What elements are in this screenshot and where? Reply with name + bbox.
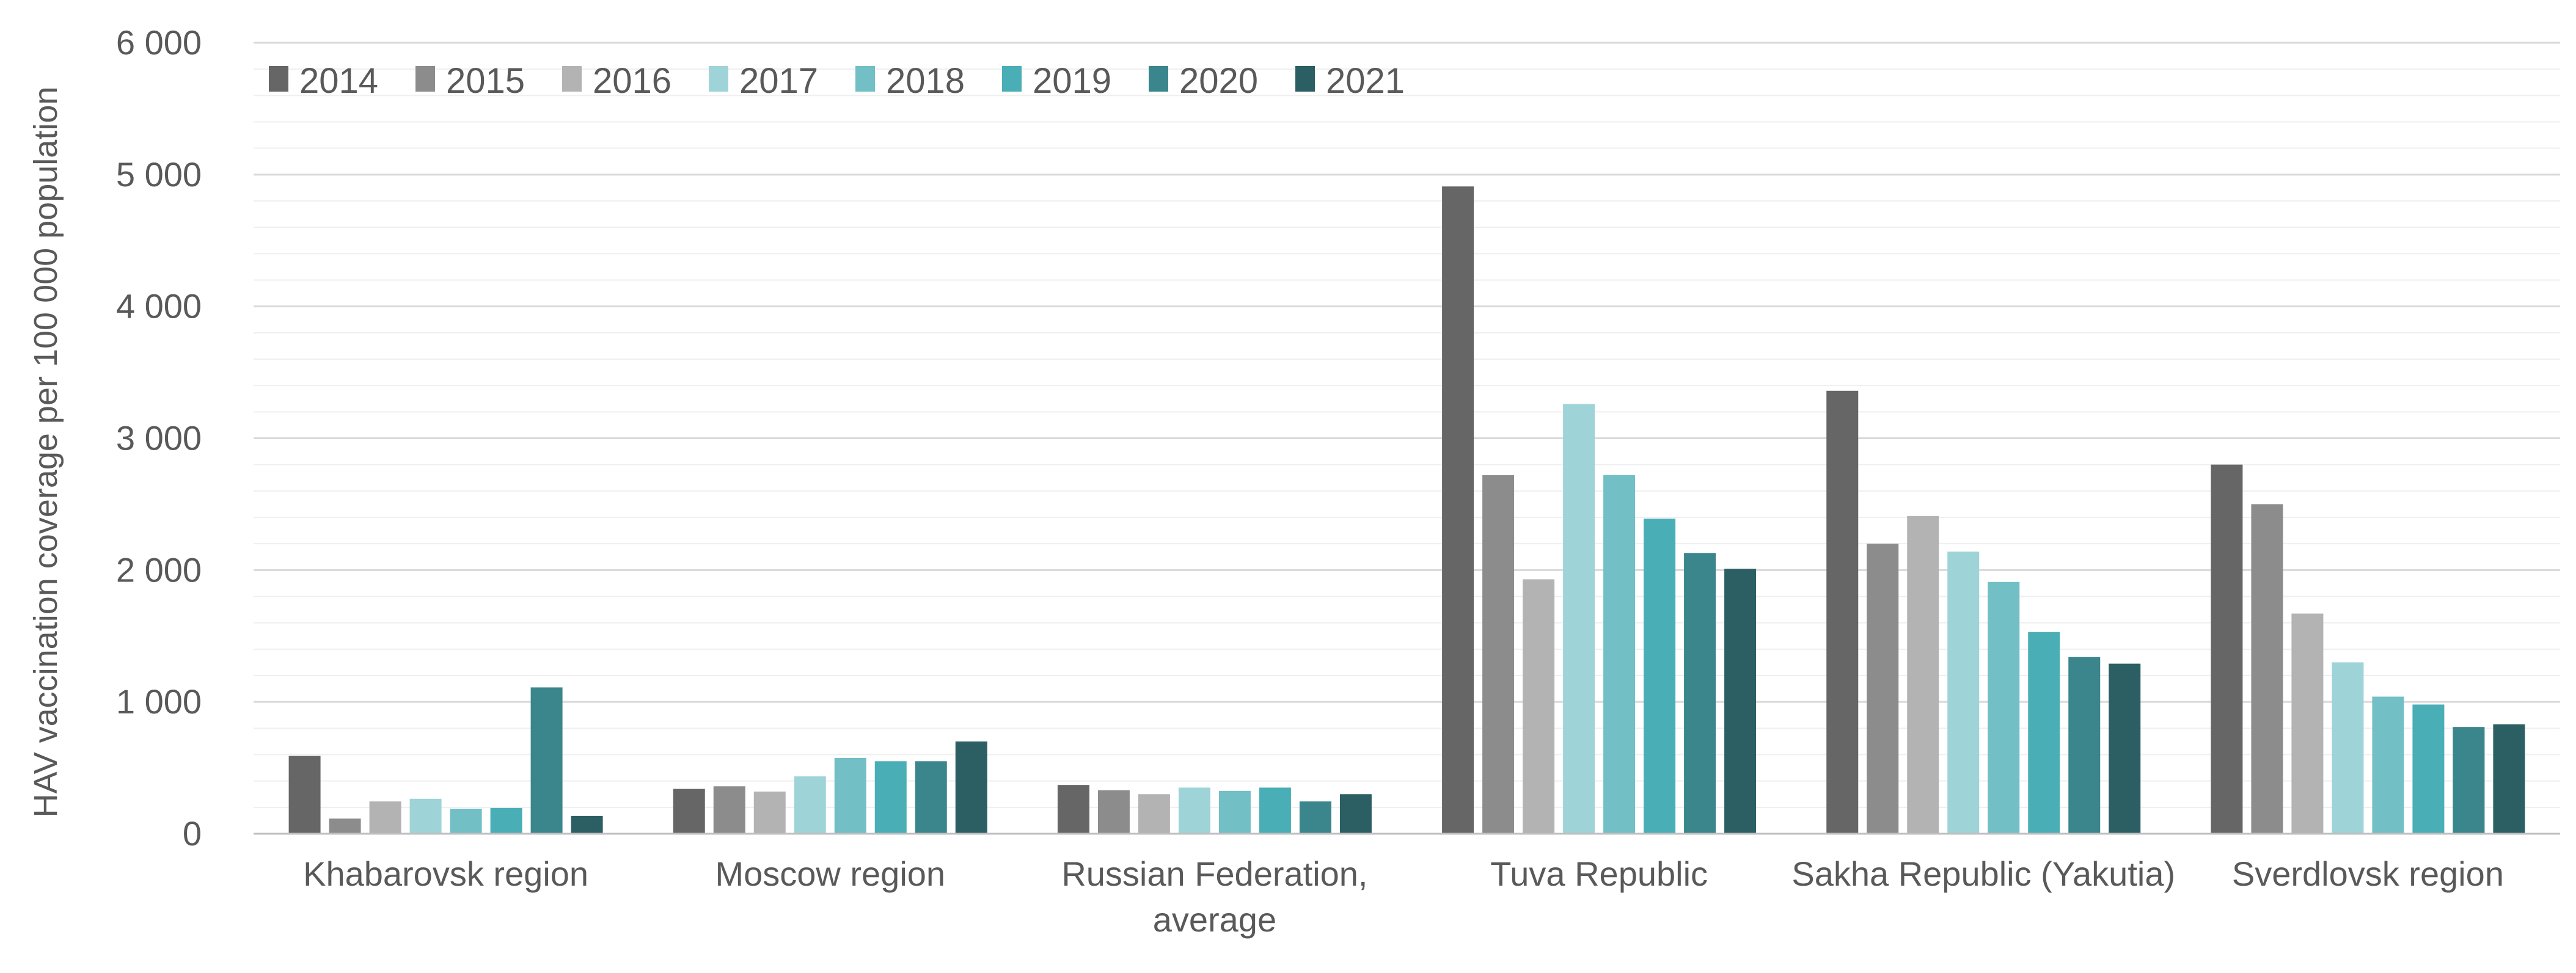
bar-2017-cat-4 bbox=[1947, 552, 1980, 834]
bar-2018-cat-1 bbox=[834, 757, 866, 834]
y-tick-label: 0 bbox=[183, 814, 202, 853]
legend-label-2014: 2014 bbox=[299, 61, 378, 101]
legend-swatch-2018 bbox=[855, 66, 875, 92]
bar-2019-cat-4 bbox=[2028, 632, 2060, 834]
bar-2017-cat-2 bbox=[1178, 787, 1210, 834]
y-tick-label: 3 000 bbox=[116, 419, 202, 457]
bars bbox=[288, 186, 2525, 834]
bar-2018-cat-5 bbox=[2372, 696, 2404, 834]
bar-2018-cat-0 bbox=[450, 808, 482, 834]
y-tick-label: 2 000 bbox=[116, 550, 202, 589]
bar-2016-cat-5 bbox=[2291, 613, 2324, 834]
bar-2015-cat-5 bbox=[2251, 504, 2283, 834]
y-tick-label: 1 000 bbox=[116, 682, 202, 721]
bar-2020-cat-4 bbox=[2068, 657, 2101, 834]
legend-swatch-2020 bbox=[1149, 66, 1168, 92]
bar-2017-cat-3 bbox=[1563, 404, 1595, 834]
y-tick-label: 4 000 bbox=[116, 287, 202, 326]
bar-2017-cat-0 bbox=[409, 798, 442, 834]
bar-2017-cat-1 bbox=[794, 776, 826, 834]
legend-swatch-2017 bbox=[709, 66, 728, 92]
bar-2019-cat-5 bbox=[2412, 704, 2445, 834]
bar-2019-cat-0 bbox=[490, 807, 522, 834]
bar-2018-cat-4 bbox=[1988, 581, 2020, 834]
x-category-label: Sakha Republic (Yakutia) bbox=[1791, 855, 2175, 893]
legend-swatch-2019 bbox=[1002, 66, 1022, 92]
x-category-label: Moscow region bbox=[715, 855, 945, 893]
bar-2019-cat-1 bbox=[874, 761, 907, 834]
bar-2018-cat-3 bbox=[1603, 475, 1636, 834]
axes: 0 1 000 2 000 3 000 4 000 5 000 6 000 Khabarovs… bbox=[116, 23, 2560, 939]
bar-2021-cat-1 bbox=[955, 741, 987, 834]
bar-2015-cat-0 bbox=[329, 818, 361, 834]
bar-2015-cat-2 bbox=[1097, 790, 1130, 834]
bar-2019-cat-2 bbox=[1259, 787, 1291, 834]
bar-2018-cat-2 bbox=[1218, 790, 1251, 834]
legend-label-2015: 2015 bbox=[446, 61, 525, 101]
legend-label-2017: 2017 bbox=[739, 61, 818, 101]
bar-2020-cat-1 bbox=[915, 761, 947, 834]
bar-2020-cat-2 bbox=[1299, 801, 1331, 834]
bar-2016-cat-0 bbox=[369, 801, 401, 834]
bar-2020-cat-5 bbox=[2453, 727, 2485, 834]
x-category-label: Sverdlovsk region bbox=[2232, 855, 2504, 893]
bar-2014-cat-3 bbox=[1442, 186, 1474, 834]
bar-2021-cat-3 bbox=[1724, 569, 1757, 834]
bar-2017-cat-5 bbox=[2332, 662, 2364, 834]
legend-swatch-2021 bbox=[1295, 66, 1315, 92]
bar-2015-cat-4 bbox=[1867, 544, 1899, 834]
y-tick-label: 5 000 bbox=[116, 155, 202, 194]
legend-label-2018: 2018 bbox=[886, 61, 965, 101]
legend: 2014 2015 2016 2017 2018 2019 2020 2021 bbox=[269, 61, 1405, 101]
gridlines bbox=[254, 42, 2560, 808]
legend-label-2020: 2020 bbox=[1179, 61, 1258, 101]
x-category-label: Khabarovsk region bbox=[303, 855, 588, 893]
bar-2021-cat-5 bbox=[2493, 724, 2525, 834]
legend-swatch-2015 bbox=[415, 66, 435, 92]
y-axis-title: HAV vaccination coverage per 100 000 pop… bbox=[27, 87, 64, 818]
legend-label-2016: 2016 bbox=[593, 61, 671, 101]
legend-swatch-2014 bbox=[269, 66, 288, 92]
bar-2021-cat-4 bbox=[2109, 663, 2141, 834]
bar-2014-cat-1 bbox=[673, 789, 705, 834]
bar-2016-cat-1 bbox=[753, 791, 786, 834]
x-category-label: Russian Federation, bbox=[1061, 855, 1367, 893]
bar-2015-cat-3 bbox=[1482, 475, 1515, 834]
bar-2016-cat-2 bbox=[1138, 794, 1170, 834]
bar-2019-cat-3 bbox=[1644, 519, 1676, 834]
bar-2014-cat-2 bbox=[1057, 785, 1089, 834]
bar-2020-cat-3 bbox=[1684, 553, 1716, 834]
legend-label-2021: 2021 bbox=[1326, 61, 1405, 101]
y-tick-label: 6 000 bbox=[116, 23, 202, 62]
bar-2014-cat-0 bbox=[288, 756, 321, 834]
bar-2014-cat-4 bbox=[1826, 390, 1859, 834]
bar-2015-cat-1 bbox=[713, 786, 745, 834]
legend-label-2019: 2019 bbox=[1033, 61, 1111, 101]
bar-2016-cat-3 bbox=[1523, 579, 1555, 834]
bar-2016-cat-4 bbox=[1907, 516, 1939, 834]
x-category-label: average bbox=[1153, 900, 1276, 939]
bar-2021-cat-2 bbox=[1339, 794, 1372, 834]
bar-2020-cat-0 bbox=[530, 687, 563, 834]
bar-2021-cat-0 bbox=[571, 815, 603, 834]
legend-swatch-2016 bbox=[562, 66, 582, 92]
bar-2014-cat-5 bbox=[2211, 464, 2243, 834]
x-category-label: Tuva Republic bbox=[1490, 855, 1708, 893]
